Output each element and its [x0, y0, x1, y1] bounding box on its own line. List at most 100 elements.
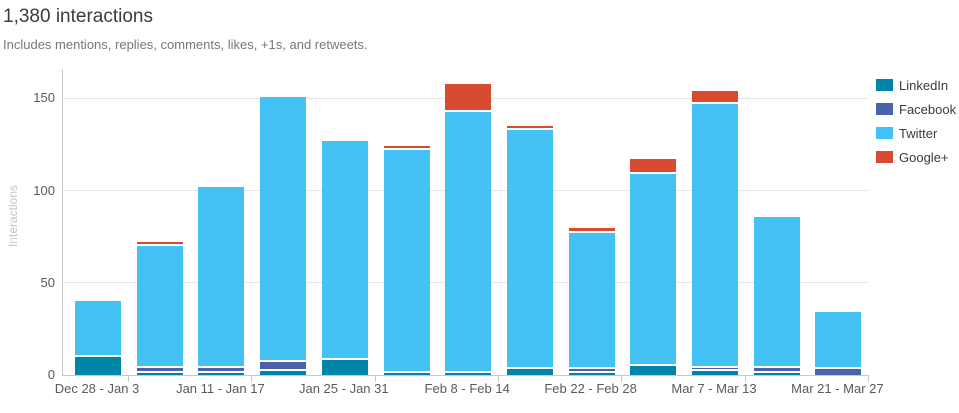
bar-week-9 — [568, 69, 615, 375]
segment-divider — [136, 371, 183, 374]
legend-swatch-googleplus — [876, 151, 893, 163]
bar-segment-googleplus-week-10[interactable] — [630, 159, 677, 173]
segment-divider — [568, 367, 615, 370]
bar-segment-twitter-week-10[interactable] — [630, 174, 677, 364]
bar-week-6 — [383, 69, 430, 375]
legend: LinkedIn Facebook Twitter Google+ — [876, 77, 956, 175]
bar-segment-googleplus-week-6[interactable] — [383, 146, 430, 149]
bar-week-13 — [815, 69, 862, 375]
bar-segment-linkedin-week-10[interactable] — [630, 365, 677, 375]
segment-divider — [198, 365, 245, 368]
bar-segment-linkedin-week-8[interactable] — [506, 369, 553, 375]
segment-divider — [506, 128, 553, 131]
segment-divider — [630, 172, 677, 175]
chart-subtitle: Includes mentions, replies, comments, li… — [3, 37, 368, 52]
segment-divider — [692, 365, 738, 368]
legend-item-googleplus: Google+ — [876, 149, 956, 165]
segment-divider — [753, 365, 800, 368]
bar-week-5 — [321, 69, 368, 375]
bar-segment-facebook-week-9[interactable] — [568, 369, 615, 372]
bar-segment-facebook-week-13[interactable] — [815, 369, 862, 375]
legend-label-googleplus: Google+ — [899, 149, 949, 165]
legend-item-twitter: Twitter — [876, 125, 956, 141]
y-tick-label-100: 100 — [33, 182, 55, 198]
segment-divider — [815, 367, 862, 370]
x-axis-label-week-5: Jan 25 - Jan 31 — [298, 381, 389, 396]
segment-divider — [321, 358, 368, 361]
bar-segment-linkedin-week-6[interactable] — [383, 373, 430, 375]
bar-segment-facebook-week-2[interactable] — [136, 367, 183, 372]
bar-week-4 — [260, 69, 307, 375]
segment-divider — [383, 148, 430, 151]
bar-segment-facebook-week-12[interactable] — [753, 367, 800, 372]
bar-segment-twitter-week-1[interactable] — [75, 301, 121, 355]
bar-segment-googleplus-week-11[interactable] — [692, 91, 738, 103]
bar-segment-googleplus-week-2[interactable] — [136, 242, 183, 245]
bar-segment-linkedin-week-12[interactable] — [753, 373, 800, 375]
segment-divider — [75, 354, 121, 357]
legend-swatch-linkedin — [876, 79, 893, 91]
segment-divider — [136, 365, 183, 368]
legend-label-linkedin: LinkedIn — [899, 77, 949, 93]
bar-segment-twitter-week-13[interactable] — [815, 312, 862, 368]
bar-segment-twitter-week-11[interactable] — [692, 104, 738, 366]
x-axis-tick — [744, 375, 746, 382]
bar-segment-facebook-week-3[interactable] — [198, 367, 245, 372]
bar-segment-googleplus-week-7[interactable] — [445, 83, 492, 110]
x-axis-tick — [374, 375, 376, 382]
segment-divider — [260, 369, 307, 372]
bar-segment-linkedin-week-1[interactable] — [75, 356, 121, 375]
bar-segment-googleplus-week-8[interactable] — [506, 126, 553, 129]
bar-segment-twitter-week-6[interactable] — [383, 150, 430, 372]
bar-segment-twitter-week-9[interactable] — [568, 233, 615, 368]
bar-week-10 — [630, 69, 677, 375]
x-axis-label-week-7: Feb 8 - Feb 14 — [424, 381, 510, 396]
bar-week-3 — [198, 69, 245, 375]
y-tick-label-0: 0 — [47, 367, 55, 382]
bar-segment-facebook-week-11[interactable] — [692, 367, 738, 370]
bar-week-11 — [692, 69, 738, 375]
bar-segment-linkedin-week-5[interactable] — [321, 360, 368, 375]
x-axis-tick — [127, 375, 129, 382]
y-tick-label-50: 50 — [40, 274, 55, 290]
bar-segment-linkedin-week-9[interactable] — [568, 373, 615, 375]
x-axis-tick — [498, 375, 499, 382]
bar-week-8 — [506, 69, 553, 375]
bar-segment-linkedin-week-3[interactable] — [198, 373, 245, 375]
segment-divider — [692, 102, 738, 105]
chart-title: 1,380 interactions — [3, 6, 153, 27]
bar-segment-linkedin-week-7[interactable] — [445, 373, 492, 375]
bar-segment-twitter-week-12[interactable] — [753, 216, 800, 366]
bar-segment-linkedin-week-2[interactable] — [136, 373, 183, 375]
bar-segment-twitter-week-2[interactable] — [136, 246, 183, 366]
bar-segment-facebook-week-4[interactable] — [260, 361, 307, 370]
legend-swatch-twitter — [876, 127, 893, 139]
bar-week-2 — [136, 69, 183, 375]
segment-divider — [445, 371, 492, 374]
bar-week-12 — [753, 69, 800, 375]
legend-swatch-facebook — [876, 103, 893, 115]
bar-segment-twitter-week-3[interactable] — [198, 187, 245, 366]
segment-divider — [692, 369, 738, 372]
bar-segment-googleplus-week-9[interactable] — [568, 227, 615, 232]
segment-divider — [630, 363, 677, 366]
bar-segment-twitter-week-8[interactable] — [506, 130, 553, 368]
bar-segment-linkedin-week-4[interactable] — [260, 371, 307, 375]
y-tick-label-150: 150 — [33, 90, 55, 106]
bar-segment-linkedin-week-11[interactable] — [692, 371, 738, 375]
legend-label-twitter: Twitter — [899, 125, 938, 141]
segment-divider — [506, 367, 553, 370]
bar-segment-twitter-week-5[interactable] — [321, 140, 368, 359]
segment-divider — [383, 371, 430, 374]
legend-item-facebook: Facebook — [876, 102, 956, 117]
bar-week-1 — [75, 69, 121, 375]
bar-segment-twitter-week-7[interactable] — [445, 111, 492, 372]
segment-divider — [568, 231, 615, 234]
x-axis-tick — [251, 375, 253, 382]
segment-divider — [568, 371, 615, 374]
plot-area — [62, 69, 869, 376]
x-axis-tick — [621, 375, 623, 382]
x-axis-label-week-11: Mar 7 - Mar 13 — [671, 381, 757, 396]
bar-segment-twitter-week-4[interactable] — [260, 96, 307, 360]
